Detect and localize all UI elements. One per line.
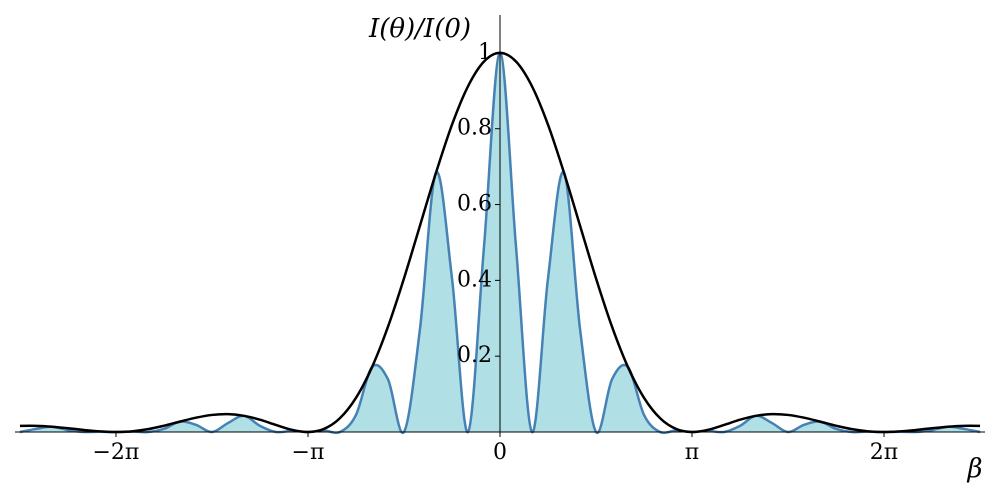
x-tick-label: −π [292,440,325,465]
y-tick-label: 0.6 [457,192,492,217]
y-axis-label: I(θ)/I(0) [368,14,471,44]
x-tick-label: 0 [493,440,507,465]
x-tick-label: −2π [93,440,140,465]
y-tick-label: 0.8 [457,116,492,141]
x-tick-label: 2π [870,440,898,465]
x-tick-label: π [685,440,699,465]
y-tick-label: 1 [478,40,492,65]
y-tick-label: 0.4 [457,267,492,292]
x-axis-label: β [966,454,982,484]
y-tick-label: 0.2 [457,343,492,368]
